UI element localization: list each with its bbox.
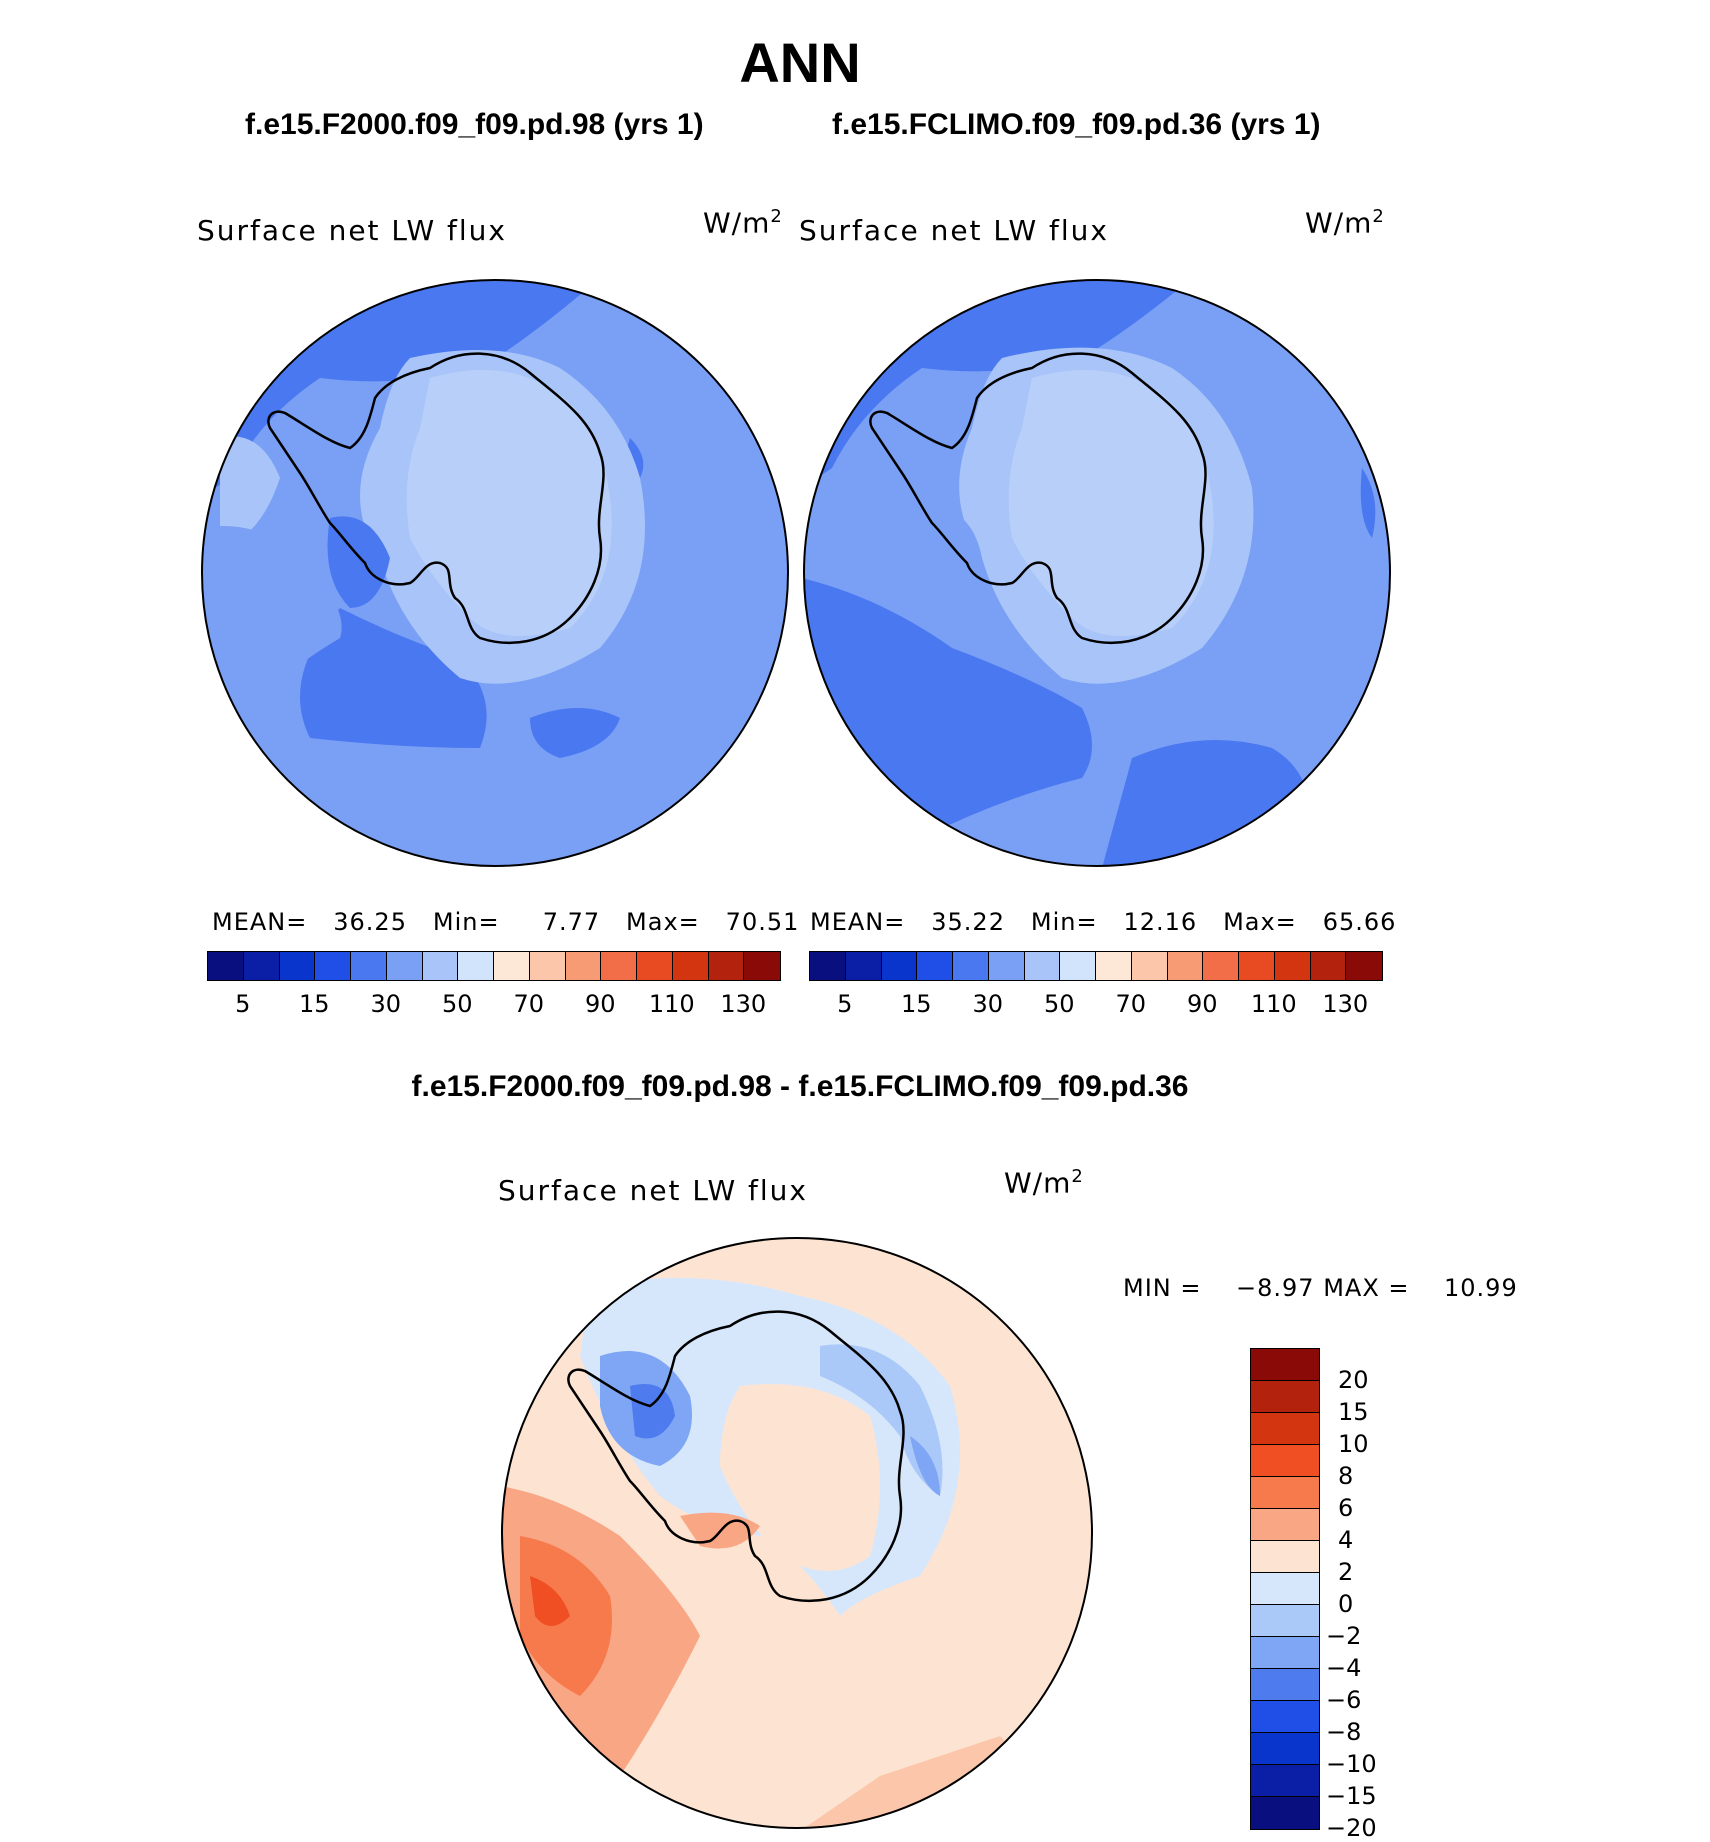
colorbar-tick-label: 30 bbox=[370, 990, 402, 1018]
colorbar-tick-label: 130 bbox=[1322, 990, 1369, 1018]
colorbar-tick-label: 70 bbox=[1115, 990, 1147, 1018]
variable-label-right: Surface net LW flux bbox=[799, 214, 1109, 247]
colorbar-swatch bbox=[494, 952, 530, 980]
colorbar-swatch bbox=[1167, 952, 1204, 980]
colorbar-swatch bbox=[315, 952, 351, 980]
colorbar-tick-label: 15 bbox=[298, 990, 330, 1018]
colorbar-swatch bbox=[422, 952, 459, 980]
colorbar-tick-label: 90 bbox=[584, 990, 616, 1018]
colorbar-tick-label: −15 bbox=[1326, 1782, 1377, 1810]
main-title: ANN bbox=[739, 31, 861, 94]
colorbar-tick-label: 5 bbox=[235, 990, 251, 1018]
stats-right: MEAN= 35.22 Min= 12.16 Max= 65.66 bbox=[810, 908, 1397, 936]
colorbar-swatch bbox=[1251, 1349, 1319, 1381]
colorbar-tick-label: 10 bbox=[1338, 1430, 1369, 1458]
colorbar-tick-label: 15 bbox=[1338, 1398, 1369, 1426]
colorbar-swatch bbox=[1203, 952, 1239, 980]
units-label-left: W/m2 bbox=[703, 206, 783, 240]
colorbar-tick-label: −4 bbox=[1326, 1654, 1362, 1682]
colorbar-swatch bbox=[1251, 1541, 1319, 1573]
colorbar-swatch bbox=[708, 952, 745, 980]
colorbar-tick-label: 8 bbox=[1338, 1462, 1354, 1490]
colorbar-swatch bbox=[208, 952, 244, 980]
diff-title: f.e15.F2000.f09_f09.pd.98 - f.e15.FCLIMO… bbox=[411, 1070, 1189, 1103]
colorbar-tick-label: 110 bbox=[648, 990, 695, 1018]
colorbar-swatch bbox=[1346, 952, 1382, 980]
colorbar-swatch bbox=[1274, 952, 1311, 980]
colorbar-tick-label: −10 bbox=[1326, 1750, 1377, 1778]
colorbar-swatch bbox=[637, 952, 673, 980]
colorbar-swatch bbox=[845, 952, 882, 980]
colorbar-swatch bbox=[672, 952, 709, 980]
colorbar-tick-label: 5 bbox=[837, 990, 853, 1018]
colorbar-swatch bbox=[810, 952, 846, 980]
colorbar-swatch bbox=[1251, 1669, 1319, 1701]
colorbar-tick-label: 15 bbox=[900, 990, 932, 1018]
colorbar-swatch bbox=[1131, 952, 1168, 980]
colorbar-swatch bbox=[601, 952, 637, 980]
colorbar-swatch bbox=[1251, 1477, 1319, 1509]
stats-left: MEAN= 36.25 Min= 7.77 Max= 70.51 bbox=[212, 908, 800, 936]
colorbar-tick-label: 50 bbox=[441, 990, 473, 1018]
colorbar-tick-label: 50 bbox=[1043, 990, 1075, 1018]
colorbar-swatch bbox=[1251, 1413, 1319, 1445]
polar-map-diff bbox=[501, 1237, 1093, 1829]
colorbar-swatch bbox=[1251, 1701, 1319, 1733]
colorbar-left bbox=[207, 951, 781, 981]
case-label-left: f.e15.F2000.f09_f09.pd.98 (yrs 1) bbox=[245, 108, 704, 141]
colorbar-swatch bbox=[1251, 1637, 1319, 1669]
colorbar-swatch bbox=[279, 952, 316, 980]
colorbar-swatch bbox=[351, 952, 387, 980]
polar-map-right bbox=[803, 279, 1391, 867]
variable-label-diff: Surface net LW flux bbox=[498, 1174, 808, 1207]
colorbar-diff bbox=[1250, 1348, 1320, 1830]
colorbar-swatch bbox=[1251, 1733, 1319, 1765]
colorbar-swatch bbox=[1060, 952, 1096, 980]
colorbar-swatch bbox=[386, 952, 423, 980]
colorbar-swatch bbox=[1251, 1573, 1319, 1605]
colorbar-swatch bbox=[953, 952, 989, 980]
colorbar-tick-label: 0 bbox=[1338, 1590, 1354, 1618]
diff-minmax: MIN = −8.97 MAX = 10.99 bbox=[1123, 1274, 1518, 1302]
colorbar-swatch bbox=[917, 952, 953, 980]
units-label-diff: W/m2 bbox=[1004, 1166, 1084, 1200]
colorbar-tick-label: 20 bbox=[1338, 1366, 1369, 1394]
colorbar-tick-label: 30 bbox=[972, 990, 1004, 1018]
colorbar-swatch bbox=[1024, 952, 1061, 980]
colorbar-tick-label: 4 bbox=[1338, 1526, 1354, 1554]
colorbar-tick-label: 110 bbox=[1250, 990, 1297, 1018]
colorbar-swatch bbox=[458, 952, 494, 980]
colorbar-swatch bbox=[1310, 952, 1347, 980]
case-label-right: f.e15.FCLIMO.f09_f09.pd.36 (yrs 1) bbox=[832, 108, 1321, 141]
colorbar-tick-label: 2 bbox=[1338, 1558, 1354, 1586]
colorbar-swatch bbox=[1251, 1605, 1319, 1637]
colorbar-swatch bbox=[988, 952, 1025, 980]
colorbar-tick-label: −20 bbox=[1326, 1814, 1377, 1842]
units-label-right: W/m2 bbox=[1305, 206, 1385, 240]
polar-map-left bbox=[201, 279, 789, 867]
colorbar-swatch bbox=[529, 952, 566, 980]
colorbar-right bbox=[809, 951, 1383, 981]
colorbar-swatch bbox=[1239, 952, 1275, 980]
colorbar-swatch bbox=[243, 952, 280, 980]
colorbar-tick-label: −2 bbox=[1326, 1622, 1362, 1650]
colorbar-swatch bbox=[1251, 1445, 1319, 1477]
colorbar-tick-label: 90 bbox=[1186, 990, 1218, 1018]
colorbar-swatch bbox=[744, 952, 780, 980]
colorbar-swatch bbox=[1251, 1765, 1319, 1797]
colorbar-swatch bbox=[1251, 1797, 1319, 1829]
colorbar-swatch bbox=[565, 952, 602, 980]
colorbar-tick-label: 130 bbox=[720, 990, 767, 1018]
colorbar-swatch bbox=[1251, 1509, 1319, 1541]
colorbar-tick-label: 70 bbox=[513, 990, 545, 1018]
colorbar-tick-label: −8 bbox=[1326, 1718, 1362, 1746]
colorbar-swatch bbox=[881, 952, 918, 980]
colorbar-tick-label: 6 bbox=[1338, 1494, 1354, 1522]
colorbar-swatch bbox=[1251, 1381, 1319, 1413]
colorbar-tick-label: −6 bbox=[1326, 1686, 1362, 1714]
colorbar-swatch bbox=[1096, 952, 1132, 980]
variable-label-left: Surface net LW flux bbox=[197, 214, 507, 247]
